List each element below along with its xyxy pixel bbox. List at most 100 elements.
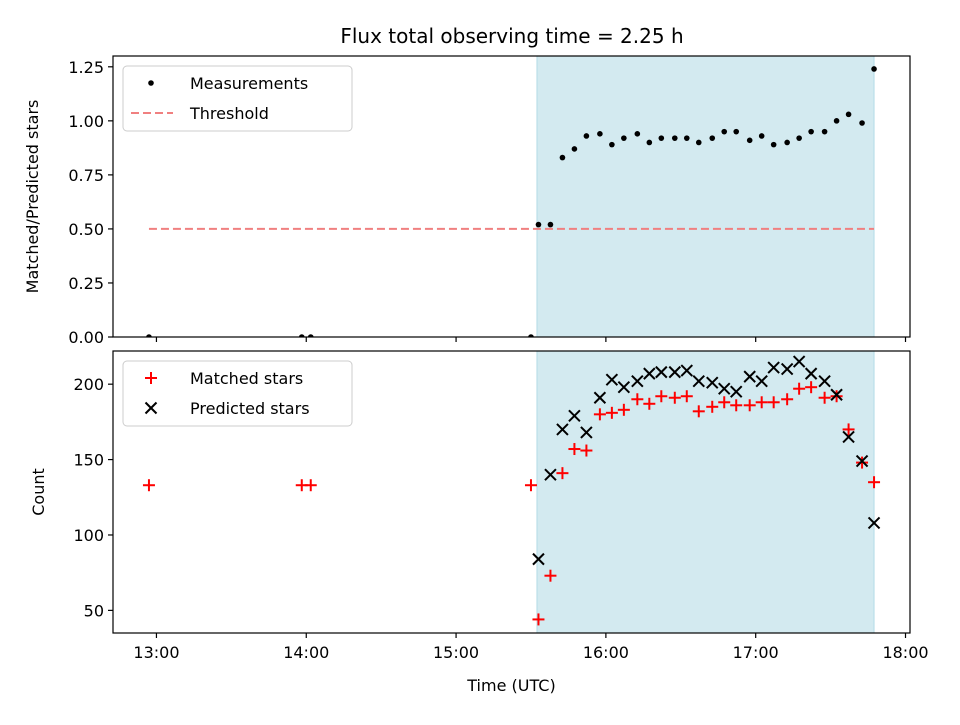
measurement-point	[298, 334, 305, 337]
predicted-star-point	[743, 370, 756, 383]
matched-star-point	[755, 396, 768, 409]
matched-star-point	[631, 393, 644, 406]
matched-star-point	[580, 444, 593, 457]
measurement-point	[307, 334, 314, 337]
predicted-star-point	[855, 454, 869, 468]
predicted-star-point	[730, 385, 743, 398]
measurement-point	[746, 137, 753, 144]
predicted-star-point	[755, 374, 768, 388]
measurement-point	[796, 135, 802, 141]
measurement-point	[671, 135, 678, 141]
measurement-point	[559, 154, 566, 161]
matched-star-point	[767, 396, 780, 409]
predicted-star-point	[692, 374, 705, 388]
predicted-star-point	[830, 388, 843, 401]
measurement-point	[683, 135, 690, 141]
y-tick-label: 1.00	[68, 112, 104, 131]
matched-star-point	[692, 405, 705, 418]
matched-star-point	[680, 390, 693, 403]
predicted-star-point	[532, 552, 545, 566]
matched-star-point	[544, 569, 557, 582]
x-tick-label: 18:00	[882, 643, 928, 662]
measurement-point	[733, 128, 740, 135]
matched-star-point	[304, 479, 317, 492]
predicted-star-point	[818, 374, 831, 388]
predicted-star-point	[544, 468, 557, 481]
matched-star-point	[605, 406, 618, 419]
y-tick-label: 0.50	[68, 220, 104, 239]
predicted-star-point	[706, 376, 719, 389]
measurement-point	[833, 118, 840, 124]
matched-star-point	[718, 396, 731, 409]
matched-star-point	[743, 399, 756, 412]
ratio-panel: 0.00 0.25 0.50 0.75 1.00 1.25 Matched/Predicte…	[23, 55, 911, 347]
measurement-point	[871, 66, 877, 72]
y-tick-label: 150	[73, 451, 104, 470]
y-tick-label: 50	[84, 601, 104, 620]
measurement-point	[859, 120, 865, 126]
legend-marker-x	[144, 401, 158, 415]
y-tick-label: 200	[73, 375, 104, 394]
y-tick-label: 1.25	[68, 58, 104, 77]
matched-star-point	[593, 408, 606, 421]
predicted-star-point	[631, 374, 644, 388]
predicted-star-point	[680, 364, 693, 377]
measurement-point	[658, 135, 665, 141]
predicted-star-point	[580, 426, 593, 439]
y-tick-label: 100	[73, 526, 104, 545]
data-marks	[142, 355, 881, 626]
legend-marker-dot	[148, 80, 154, 86]
y-tick-label: 0.75	[68, 166, 104, 185]
predicted-star-point	[842, 430, 855, 444]
measurement-point	[597, 131, 603, 137]
legend: Measurements Threshold	[122, 65, 353, 132]
predicted-star-point	[593, 391, 607, 404]
matched-star-point	[668, 391, 681, 404]
predicted-star-point	[780, 362, 794, 376]
matched-star-point	[568, 443, 581, 456]
matched-star-point	[706, 400, 719, 413]
matched-star-point	[856, 456, 869, 469]
chart-title: Flux total observing time = 2.25 h	[340, 24, 683, 48]
x-tick-label: 14:00	[283, 643, 329, 662]
axes-frame	[112, 55, 911, 338]
measurement-point	[621, 135, 627, 141]
y-tick-label: 0.00	[68, 328, 104, 347]
matched-star-point	[655, 390, 668, 403]
matched-star-point	[818, 391, 831, 404]
matched-star-point	[617, 403, 630, 416]
predicted-star-point	[556, 423, 569, 436]
matched-star-point	[842, 423, 855, 436]
legend-box	[122, 65, 353, 132]
measurement-point	[571, 146, 578, 152]
matched-star-point	[524, 479, 537, 492]
y-tick-label: 0.25	[68, 274, 104, 293]
measurement-point	[695, 139, 702, 146]
predicted-star-point	[867, 516, 881, 530]
measurement-point	[709, 135, 716, 141]
x-tick-label: 16:00	[583, 643, 629, 662]
matched-star-point	[730, 399, 743, 412]
measurement-point	[609, 141, 615, 148]
x-axis-label: Time (UTC)	[466, 676, 555, 695]
predicted-star-point	[804, 367, 818, 380]
measurement-point	[535, 221, 542, 228]
y-axis-label: Matched/Predicted stars	[23, 100, 42, 294]
legend-label: Matched stars	[190, 369, 303, 388]
matched-star-point	[532, 613, 545, 626]
predicted-star-point	[655, 365, 668, 379]
predicted-star-point	[568, 409, 581, 423]
measurement-point	[634, 131, 641, 137]
x-tick-label: 15:00	[433, 643, 479, 662]
x-tick-label: 13:00	[133, 643, 179, 662]
predicted-star-point	[668, 365, 682, 379]
legend-label: Threshold	[189, 104, 269, 123]
measurement-point	[784, 139, 790, 146]
data-marks	[146, 66, 877, 337]
observing-window-shade	[536, 350, 875, 634]
legend-box	[122, 360, 353, 427]
measurement-point	[845, 111, 852, 118]
legend: Matched stars Predicted stars	[122, 360, 353, 427]
